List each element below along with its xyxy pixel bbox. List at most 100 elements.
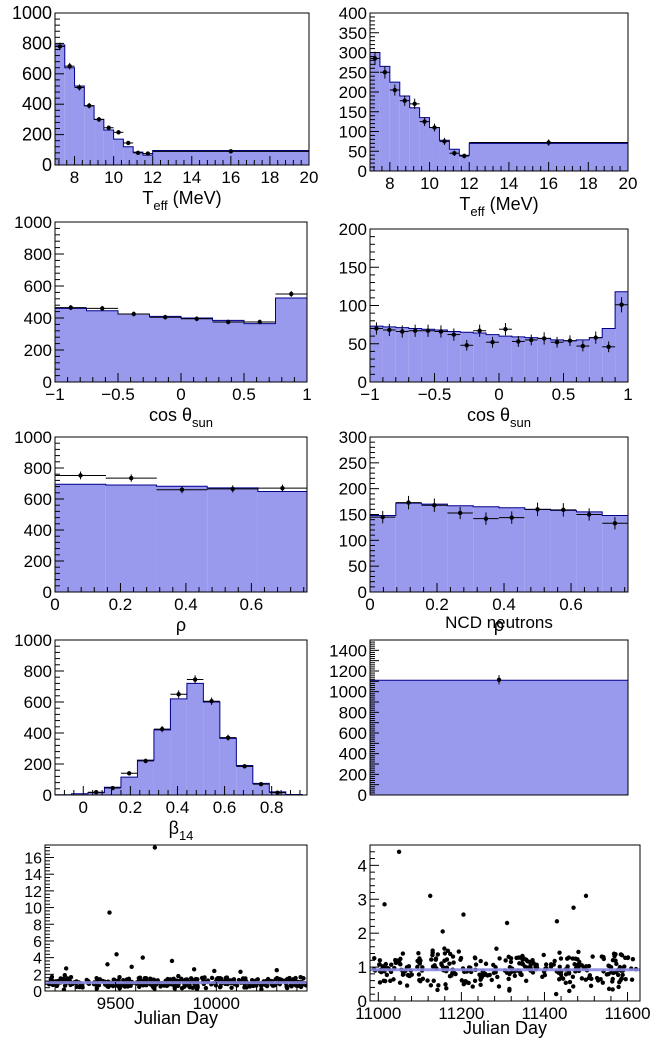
- y-tick-label: 14: [24, 867, 42, 884]
- data-point: [400, 329, 404, 333]
- plot-area: [370, 52, 628, 171]
- x-tick-label: 0: [365, 595, 374, 614]
- data-point: [554, 992, 558, 996]
- data-point: [602, 957, 606, 961]
- data-point: [429, 957, 433, 961]
- plot-area: [55, 675, 302, 795]
- data-point: [58, 44, 62, 48]
- data-point: [622, 964, 626, 968]
- x-axis-label-subscript: sun: [510, 415, 531, 430]
- y-tick-label: 0: [358, 162, 367, 181]
- data-point: [143, 759, 147, 763]
- x-tick-label: 20: [619, 174, 638, 193]
- data-point: [587, 512, 591, 516]
- histogram-bin: [396, 503, 422, 592]
- data-point: [114, 952, 118, 956]
- data-point: [180, 986, 184, 990]
- y-tick-label: 0: [42, 155, 52, 175]
- data-point: [209, 699, 213, 703]
- data-point: [517, 961, 521, 965]
- data-point: [516, 339, 520, 343]
- data-point: [141, 955, 145, 959]
- data-point: [457, 949, 461, 953]
- y-tick-label: 200: [24, 552, 52, 571]
- data-point: [478, 983, 482, 987]
- plot-frame: [45, 845, 307, 991]
- data-point: [405, 983, 409, 987]
- data-point: [397, 850, 401, 854]
- y-tick-label: 1000: [14, 213, 52, 232]
- data-point: [210, 976, 214, 980]
- data-point: [484, 516, 488, 520]
- y-tick-label: 100: [339, 123, 367, 142]
- data-point: [575, 957, 579, 961]
- histogram-bin: [380, 66, 390, 171]
- data-point: [606, 345, 610, 349]
- data-point: [444, 986, 448, 990]
- data-point: [442, 139, 446, 143]
- histogram-bin: [181, 318, 213, 382]
- data-point: [160, 727, 164, 731]
- data-point: [564, 981, 568, 985]
- plot-area: [370, 850, 640, 997]
- x-tick-label: 0.5: [552, 385, 576, 404]
- data-point: [105, 962, 109, 966]
- y-tick-label: 0: [43, 786, 52, 805]
- x-axis-label-main: β: [169, 818, 179, 838]
- x-axis-label-main: T: [142, 188, 153, 208]
- x-tick-label: −0.5: [418, 385, 452, 404]
- x-tick-label: 8: [385, 174, 394, 193]
- x-axis-label-subscript: sun: [192, 415, 213, 430]
- y-tick-label: 400: [24, 309, 52, 328]
- x-tick-label: 0: [494, 385, 503, 404]
- y-tick-label: 600: [339, 724, 367, 743]
- data-point: [118, 984, 122, 988]
- data-point: [458, 511, 462, 515]
- histogram-bin: [400, 96, 410, 171]
- x-axis-label-main: cos θ: [467, 405, 510, 425]
- data-point: [584, 977, 588, 981]
- x-tick-label: 0.6: [559, 595, 583, 614]
- data-point: [229, 149, 233, 153]
- data-point: [153, 845, 157, 849]
- data-point: [67, 64, 71, 68]
- data-point: [129, 965, 133, 969]
- histogram-bin: [84, 106, 94, 165]
- y-tick-label: 600: [24, 277, 52, 296]
- data-point: [59, 976, 63, 980]
- data-point: [624, 977, 628, 981]
- x-tick-label: 0.5: [232, 385, 256, 404]
- data-point: [144, 976, 148, 980]
- data-point: [477, 329, 481, 333]
- data-point: [584, 894, 588, 898]
- histogram-bin: [55, 484, 106, 592]
- x-tick-label: 12: [143, 168, 162, 187]
- data-point: [571, 906, 575, 910]
- data-point: [616, 985, 620, 989]
- y-tick-label: 1000: [12, 3, 52, 23]
- data-point: [580, 976, 584, 980]
- chart-panel-teff-left: 020040060080010008 10 12 14 16 18 20Teff (MeV): [12, 3, 319, 213]
- y-tick-label: 200: [339, 83, 367, 102]
- data-point: [561, 508, 565, 512]
- plot-area: [55, 43, 309, 165]
- y-tick-label: 800: [22, 33, 52, 53]
- x-axis-label: Julian Day: [134, 1008, 218, 1028]
- data-point: [176, 974, 180, 978]
- y-tick-label: 250: [339, 454, 367, 473]
- y-tick-label: 800: [24, 662, 52, 681]
- data-point: [546, 140, 550, 144]
- data-point: [514, 956, 518, 960]
- x-axis-label: ρ: [176, 615, 186, 635]
- data-point: [275, 968, 279, 972]
- data-point: [448, 952, 452, 956]
- histogram-bin: [276, 298, 308, 382]
- histogram-bin: [118, 314, 150, 382]
- histogram-bin: [576, 512, 602, 592]
- x-tick-label: 0.2: [109, 595, 133, 614]
- y-tick-label: 50: [348, 557, 367, 576]
- x-tick-label: 0.6: [240, 595, 264, 614]
- data-point: [378, 958, 382, 962]
- data-point: [613, 952, 617, 956]
- data-point: [97, 117, 101, 121]
